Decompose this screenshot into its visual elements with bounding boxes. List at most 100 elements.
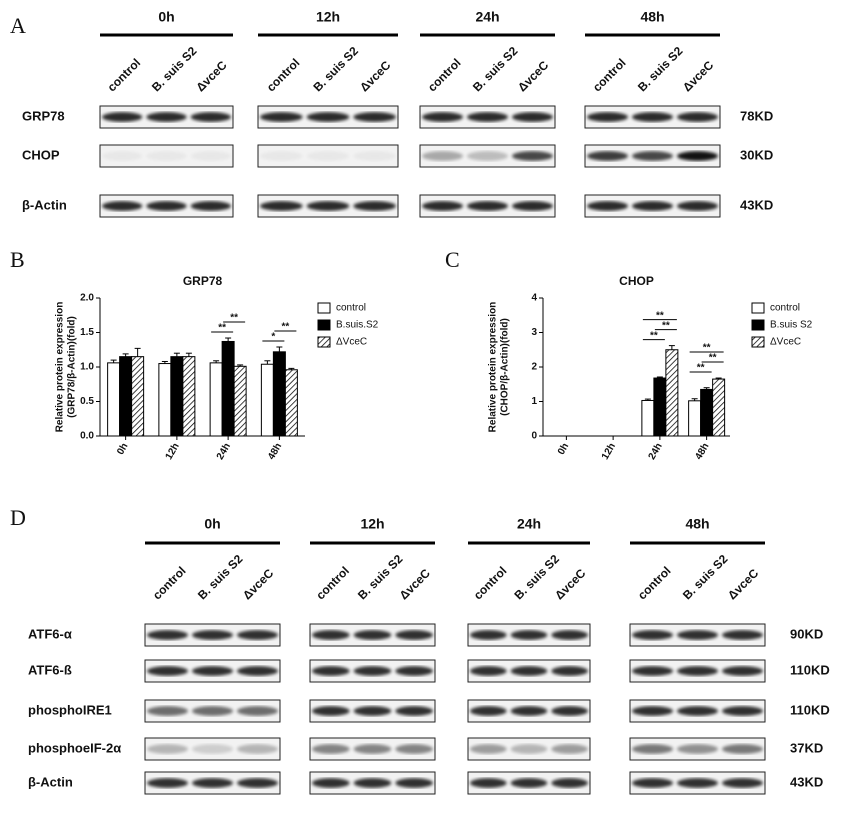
size-label: 43KD (740, 197, 773, 212)
band (677, 744, 718, 754)
significance-label: ** (656, 310, 664, 321)
band (192, 666, 233, 676)
lane-label: ΔvceC (680, 58, 717, 95)
band (237, 706, 278, 716)
y-tick-label: 3 (531, 327, 537, 338)
band (190, 201, 231, 211)
band (632, 666, 673, 676)
band (260, 112, 303, 122)
band (395, 744, 433, 754)
panel-label: C (445, 247, 460, 272)
lane-label: ΔvceC (357, 58, 394, 95)
lane-label: B. suis S2 (195, 552, 246, 603)
legend-label: control (336, 303, 366, 314)
band (190, 151, 231, 161)
band (587, 151, 628, 161)
band (147, 630, 188, 640)
band (677, 630, 718, 640)
time-label: 24h (517, 516, 541, 532)
x-tick-label: 12h (164, 441, 182, 461)
bar (665, 349, 679, 437)
band (632, 630, 673, 640)
band (312, 666, 350, 676)
bar (158, 363, 172, 437)
band (102, 151, 143, 161)
time-label: 0h (204, 516, 220, 532)
band (632, 744, 673, 754)
band (237, 666, 278, 676)
bar (284, 369, 298, 437)
size-label: 78KD (740, 108, 773, 123)
legend-swatch (751, 319, 765, 331)
size-label: 43KD (790, 774, 823, 789)
y-tick-label: 1.0 (80, 362, 94, 373)
band (353, 706, 392, 716)
band (353, 666, 392, 676)
row-label: ATF6-ß (28, 662, 72, 677)
band (512, 112, 553, 122)
x-tick-label: 0h (556, 441, 571, 457)
band (146, 151, 187, 161)
row-label: ATF6-α (28, 626, 72, 641)
band (422, 112, 463, 122)
bar (712, 378, 726, 437)
band (512, 151, 553, 161)
size-label: 37KD (790, 740, 823, 755)
bar (260, 363, 274, 437)
band (467, 151, 508, 161)
legend-label: B.suis.S2 (336, 320, 379, 331)
band (677, 778, 718, 788)
band (632, 706, 673, 716)
band (312, 706, 350, 716)
band (353, 201, 396, 211)
bar (209, 362, 223, 437)
legend-label: ΔVceC (770, 337, 801, 348)
bar (119, 356, 133, 437)
band (587, 112, 628, 122)
band (470, 706, 507, 716)
significance-label: ** (650, 330, 658, 341)
significance-label: ** (709, 353, 717, 364)
y-tick-label: 2.0 (80, 293, 94, 304)
lane-label: control (264, 56, 303, 95)
band (722, 630, 763, 640)
band (395, 666, 433, 676)
lane-label: B. suis S2 (635, 44, 686, 95)
band (353, 744, 392, 754)
panel-label: B (10, 247, 25, 272)
band (510, 744, 548, 754)
lane-label: ΔvceC (515, 58, 552, 95)
bar (170, 356, 184, 437)
band (147, 778, 188, 788)
size-label: 110KD (790, 662, 830, 677)
lane-label: control (471, 564, 510, 603)
row-label: CHOP (22, 147, 60, 162)
size-label: 90KD (790, 626, 823, 641)
lane-label: ΔvceC (193, 58, 230, 95)
lane-label: B. suis S2 (470, 44, 521, 95)
significance-label: ** (703, 343, 711, 354)
band (551, 630, 589, 640)
band (190, 112, 231, 122)
band (395, 706, 433, 716)
band (237, 744, 278, 754)
band (551, 744, 589, 754)
band (102, 201, 143, 211)
band (192, 630, 233, 640)
x-tick-label: 48h (693, 441, 711, 461)
time-label: 12h (316, 9, 340, 25)
band (422, 201, 463, 211)
x-tick-label: 24h (647, 441, 665, 461)
band (470, 778, 507, 788)
lane-label: ΔvceC (725, 566, 762, 603)
legend-label: control (770, 303, 800, 314)
lane-label: control (635, 564, 674, 603)
band (353, 630, 392, 640)
band (312, 630, 350, 640)
band (677, 151, 718, 161)
band (192, 706, 233, 716)
band (677, 201, 718, 211)
time-label: 12h (360, 516, 384, 532)
bar (107, 362, 121, 437)
